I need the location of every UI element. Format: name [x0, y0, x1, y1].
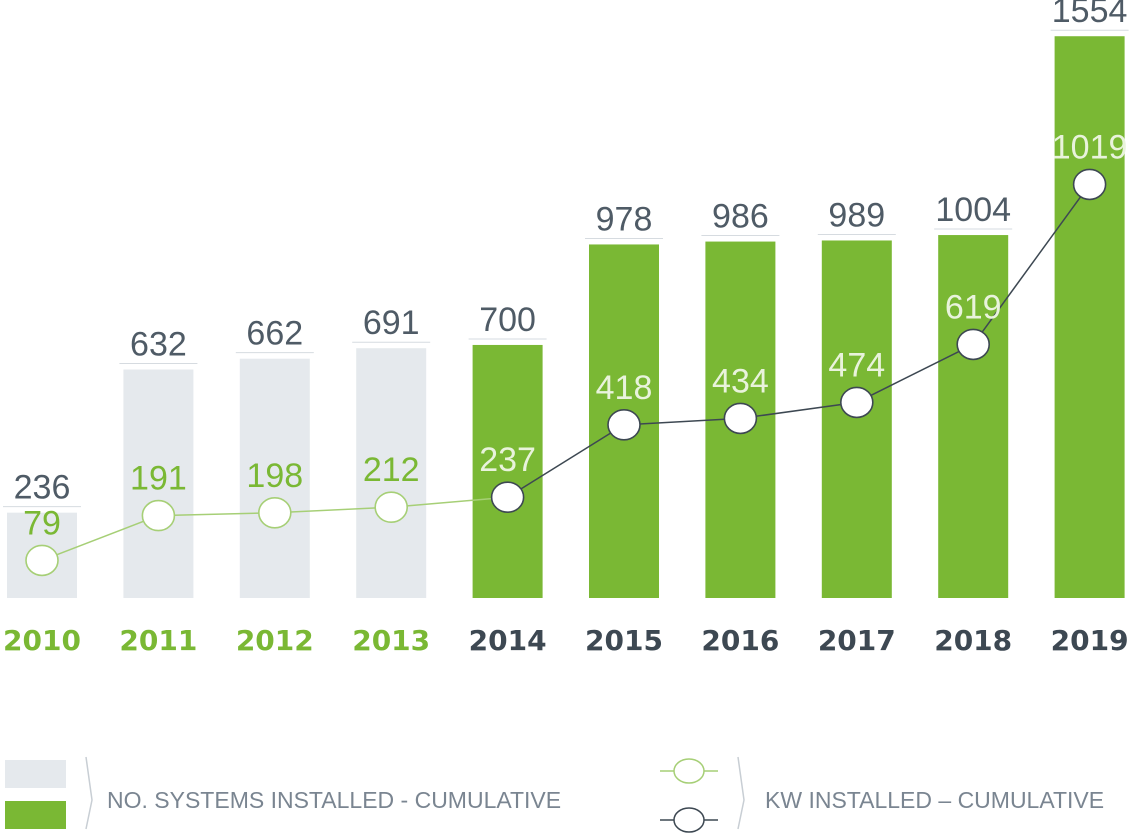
kw-value-label: 474 [828, 346, 885, 384]
legend-bracket-kw [737, 756, 745, 830]
bar-value-label: 989 [828, 196, 885, 234]
legend-marker-late [673, 807, 705, 833]
kw-value-label: 418 [596, 369, 653, 407]
legend-swatch-early-bar [5, 760, 66, 788]
bar-2017 [821, 240, 892, 598]
bar-value-label: 986 [712, 198, 769, 236]
bar-value-label: 1004 [935, 191, 1011, 229]
kw-line-segment [41, 514, 159, 562]
kw-point-2012 [257, 496, 292, 529]
bar-value-label: 691 [363, 304, 420, 342]
kw-point-2014 [490, 481, 525, 514]
kw-line-segment [274, 506, 392, 514]
kw-value-label: 198 [246, 457, 303, 495]
year-label-2015: 2015 [585, 624, 663, 657]
bar-value-label: 700 [479, 301, 536, 339]
legend-swatch-late-bar [5, 801, 66, 829]
year-label-2018: 2018 [934, 624, 1012, 657]
year-label-2013: 2013 [352, 624, 430, 657]
year-label-2014: 2014 [469, 624, 547, 657]
bar-value-label: 978 [596, 200, 653, 238]
kw-point-2019 [1072, 168, 1107, 201]
kw-point-2018 [956, 328, 991, 361]
year-label-2019: 2019 [1051, 624, 1129, 657]
year-label-2010: 2010 [3, 624, 81, 657]
kw-value-label: 619 [945, 288, 1002, 326]
year-label-2016: 2016 [701, 624, 779, 657]
kw-value-label: 212 [363, 451, 420, 489]
kw-line-group: 79 191 198 212 237 418 434 474 619 1019 [23, 128, 1128, 577]
kw-point-2015 [607, 408, 641, 441]
year-labels-group: 2010 2011 2012 2013 2014 2015 2016 2017 2018 2019 [3, 624, 1129, 657]
kw-line-segment [158, 512, 275, 517]
kw-line-segment [740, 401, 857, 420]
kw-value-label: 434 [712, 362, 769, 400]
legend-bracket-systems [85, 756, 93, 830]
kw-value-label: 1019 [1052, 128, 1128, 166]
bar-value-label: 662 [246, 315, 303, 353]
year-label-2017: 2017 [818, 624, 896, 657]
legend-label-systems: NO. SYSTEMS INSTALLED - CUMULATIVE [107, 787, 561, 813]
kw-point-2010 [25, 544, 59, 577]
bar-2018 [938, 235, 1009, 598]
kw-line-segment [507, 424, 625, 498]
year-label-2012: 2012 [236, 624, 314, 657]
legend-marker-early [673, 758, 705, 784]
bar-2014 [472, 344, 543, 598]
kw-point-2016 [723, 402, 758, 435]
kw-point-2013 [374, 491, 409, 524]
bar-2012 [239, 358, 310, 598]
kw-point-2011 [141, 499, 176, 532]
kw-value-label: 237 [479, 441, 536, 479]
bar-value-label: 236 [14, 469, 71, 507]
bar-2019 [1054, 36, 1125, 598]
kw-point-2017 [839, 386, 874, 419]
bar-2011 [123, 369, 194, 598]
bars-group: 236 632 662 691 700 978 986 989 1004 1554 [3, 0, 1129, 598]
year-label-2011: 2011 [119, 624, 197, 657]
kw-value-label: 191 [130, 460, 187, 498]
kw-line-segment [623, 417, 741, 426]
kw-line-segment [856, 343, 974, 404]
bar-value-label: 1554 [1052, 0, 1128, 30]
legend: NO. SYSTEMS INSTALLED - CUMULATIVE KW IN… [5, 756, 1104, 833]
bar-value-label: 632 [130, 326, 187, 364]
legend-label-kw: KW INSTALLED – CUMULATIVE [765, 787, 1104, 813]
kw-line-segment [391, 496, 508, 508]
kw-value-label: 79 [23, 504, 61, 542]
bar-2013 [356, 348, 427, 598]
kw-line-segment [972, 183, 1091, 345]
